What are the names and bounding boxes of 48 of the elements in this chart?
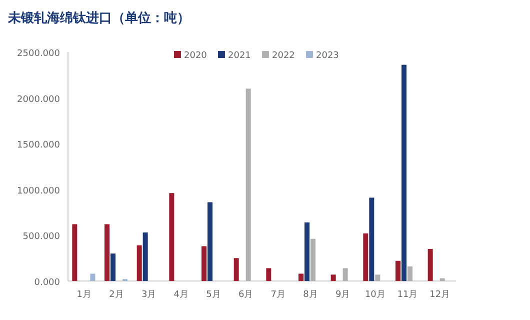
x-tick-label: 10月 bbox=[364, 290, 386, 300]
x-tick-label: 3月 bbox=[141, 290, 156, 300]
x-tick-label: 12月 bbox=[430, 290, 450, 300]
bar bbox=[330, 274, 336, 281]
x-tick-label: 7月 bbox=[270, 290, 286, 300]
bar bbox=[402, 64, 406, 281]
x-tick-label: 11月 bbox=[397, 290, 418, 300]
bar bbox=[396, 260, 400, 281]
bar bbox=[246, 88, 251, 281]
bar bbox=[104, 224, 110, 281]
bar bbox=[266, 268, 272, 281]
y-tick-label: 1000.000 bbox=[17, 186, 60, 196]
bar bbox=[342, 268, 348, 281]
x-tick-label: 5月 bbox=[206, 290, 221, 300]
bar bbox=[110, 254, 116, 281]
bar bbox=[310, 238, 316, 281]
bar bbox=[169, 193, 174, 281]
bar bbox=[202, 246, 206, 281]
x-tick-label: 1月 bbox=[76, 290, 92, 300]
y-tick-label: 2000.000 bbox=[17, 94, 60, 105]
bar bbox=[136, 245, 142, 281]
bar bbox=[375, 274, 380, 281]
x-tick-label: 9月 bbox=[335, 290, 350, 300]
bar bbox=[72, 224, 78, 281]
x-tick-label: 4月 bbox=[174, 290, 189, 300]
x-tick-label: 6月 bbox=[238, 290, 254, 300]
legend-label: 2023 bbox=[316, 51, 339, 61]
bar bbox=[142, 232, 148, 281]
legend-label: 2022 bbox=[272, 51, 295, 61]
bar bbox=[234, 258, 239, 281]
bar bbox=[440, 278, 445, 281]
bar bbox=[369, 198, 374, 281]
y-tick-label: 2500.000 bbox=[17, 49, 60, 59]
bar bbox=[90, 274, 96, 281]
x-tick-label: 2月 bbox=[109, 290, 124, 300]
bar bbox=[298, 274, 304, 281]
y-tick-label: 500.000 bbox=[22, 232, 60, 242]
legend-label: 2021 bbox=[228, 51, 251, 61]
chart-title: 未锻轧海绵钛进口（单位：吨） bbox=[7, 10, 190, 26]
y-tick-label: 0.000 bbox=[34, 278, 60, 288]
bar bbox=[208, 202, 212, 281]
bar bbox=[408, 266, 412, 281]
bar bbox=[428, 248, 433, 281]
legend-label: 2020 bbox=[184, 51, 208, 61]
bar bbox=[304, 222, 310, 281]
x-tick-label: 8月 bbox=[303, 290, 318, 300]
y-tick-label: 1500.000 bbox=[17, 140, 60, 151]
bar bbox=[363, 233, 368, 281]
